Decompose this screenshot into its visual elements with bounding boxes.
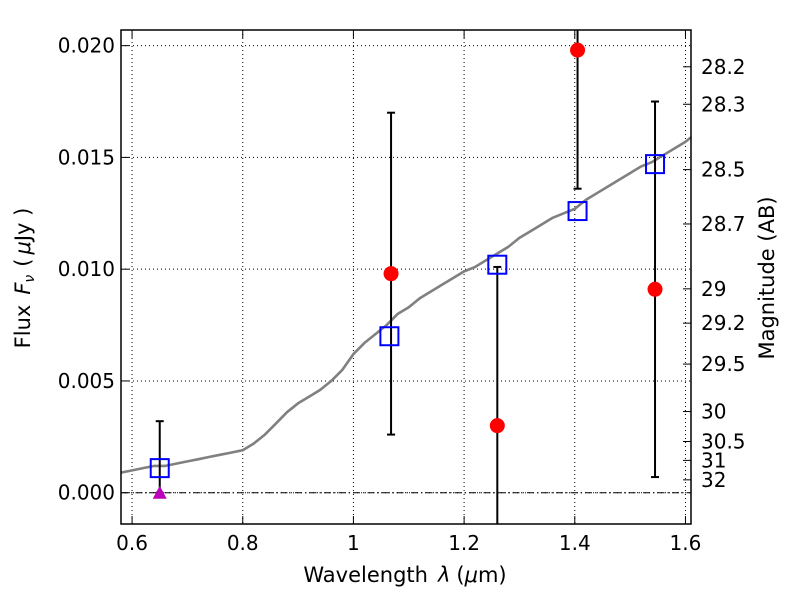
magnitude-tick-label: 28.3 xyxy=(701,92,746,116)
model-spectrum-line xyxy=(120,136,692,474)
x-tick-label: 1.6 xyxy=(670,531,702,555)
x-axis-title: Wavelength λ (μm) xyxy=(303,563,506,587)
magnitude-tick-label: 32 xyxy=(701,468,726,492)
model-bandpass-marker xyxy=(379,326,400,347)
observed-flux-marker xyxy=(647,281,663,297)
magnitude-tick-label: 30.5 xyxy=(701,429,746,453)
error-bars xyxy=(155,30,660,524)
magnitude-tick-label: 30 xyxy=(701,400,726,424)
model-bandpass-marker xyxy=(149,458,170,479)
x-tick-label: 0.6 xyxy=(116,531,148,555)
plot-frame xyxy=(120,29,692,525)
magnitude-tick-label: 29.2 xyxy=(701,311,746,335)
y-tick-label: 0.015 xyxy=(58,145,115,169)
y-tick-label: 0.000 xyxy=(58,481,115,505)
model-bandpass-marker xyxy=(567,201,588,222)
x-tick-label: 0.8 xyxy=(227,531,259,555)
data-markers xyxy=(149,42,666,499)
y-axis-unit-rest: Jy ) xyxy=(11,208,35,244)
magnitude-tick-label: 29.5 xyxy=(701,352,746,376)
model-bandpass-marker xyxy=(487,254,508,275)
y-tick-label: 0.010 xyxy=(58,257,115,281)
observed-flux-marker xyxy=(570,42,586,58)
x-axis-unit-open: ( xyxy=(456,563,464,587)
y-axis-title-text: Flux xyxy=(11,305,35,349)
x-axis-title-text: Wavelength xyxy=(303,563,428,587)
observed-flux-marker xyxy=(383,266,399,282)
x-axis-symbol: λ xyxy=(437,563,450,587)
magnitude-axis-title: Magnitude (AB) xyxy=(755,196,779,359)
x-tick-label: 1.4 xyxy=(559,531,591,555)
magnitude-tick-label: 31 xyxy=(701,448,726,472)
ticks: 0.6 0.8 1 1.2 1.4 1.6 0.000 0.005 0.010 0.015 0.02… xyxy=(58,30,746,555)
model-bandpass-marker xyxy=(645,154,666,175)
x-tick-label: 1 xyxy=(347,531,360,555)
y-axis-unit-open: ( xyxy=(11,259,35,267)
y-tick-label: 0.005 xyxy=(58,369,115,393)
x-tick-label: 1.2 xyxy=(448,531,480,555)
y-axis-symbol-main: F xyxy=(11,282,35,295)
grid xyxy=(121,30,691,524)
y-tick-label: 0.020 xyxy=(58,34,115,58)
y-axis-unit-mu: μ xyxy=(11,241,35,255)
x-axis-unit-mu: μ xyxy=(464,563,478,587)
magnitude-tick-label: 28.2 xyxy=(701,55,746,79)
x-axis-unit-rest: m) xyxy=(478,563,507,587)
y-axis-title: Flux Fν ( μJy ) xyxy=(11,208,38,349)
magnitude-tick-label: 28.7 xyxy=(701,212,746,236)
observed-flux-marker xyxy=(489,418,505,434)
y-axis-symbol-sub: ν xyxy=(22,275,38,283)
upper-limit-marker xyxy=(152,485,167,499)
magnitude-tick-label: 29 xyxy=(701,277,726,301)
magnitude-tick-label: 28.5 xyxy=(701,158,746,182)
